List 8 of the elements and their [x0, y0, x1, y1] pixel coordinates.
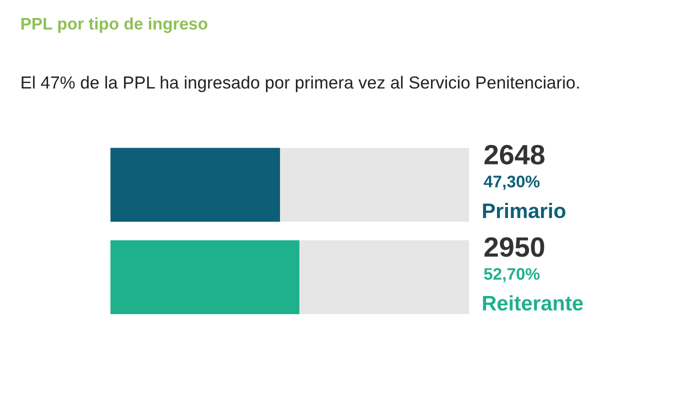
y-tick-label: Reiterante	[483, 295, 583, 311]
text: 2648	[484, 144, 544, 165]
y-tick-label: Primario	[483, 202, 566, 218]
chart-title: PPL por tipo de ingreso	[21, 17, 208, 34]
data-label: 52,70%	[484, 268, 540, 282]
text: 2950	[484, 237, 544, 257]
chart-subtitle: El 47% de la PPL ha ingresado por primera vez al Servicio Penitenciario.	[22, 76, 579, 92]
data-label: 47,30%	[484, 176, 540, 190]
